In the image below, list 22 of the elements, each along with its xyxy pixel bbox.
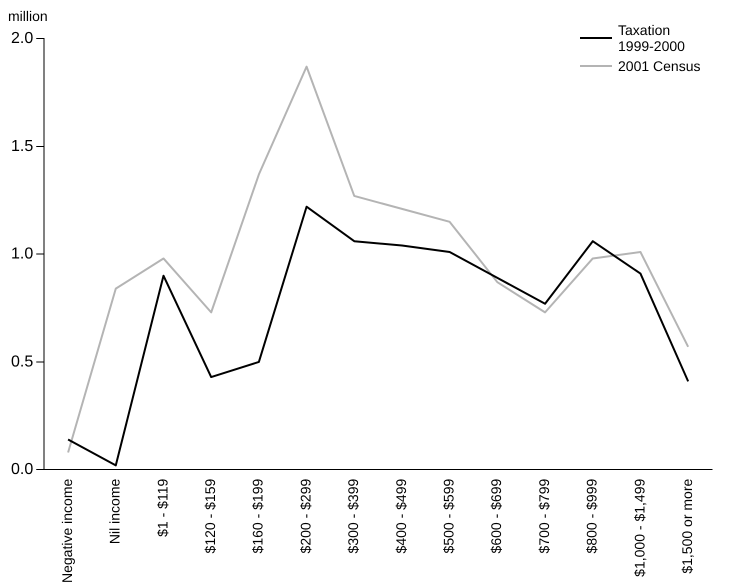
- y-axis-title: million: [8, 8, 48, 24]
- x-tick-label: $800 - $999: [584, 478, 600, 554]
- x-tick-label: $300 - $399: [345, 478, 362, 554]
- x-tick-label: $120 - $159: [202, 478, 218, 554]
- y-tick-label: 2.0: [10, 30, 34, 48]
- x-tick-label: $1,500 or more: [679, 478, 696, 574]
- x-tick-label: $1,000 - $1,499: [631, 478, 648, 577]
- x-tick-label: $200 - $299: [297, 478, 314, 554]
- x-tick-label: $700 - $799: [536, 478, 552, 554]
- x-tick-label: $1 - $119: [154, 478, 170, 537]
- legend-label: Taxation 1999-2000: [618, 22, 686, 54]
- x-tick-label: $160 - $199: [250, 478, 266, 554]
- x-tick-label: Negative income: [58, 478, 75, 584]
- y-tick-label: 1.5: [10, 138, 34, 155]
- x-tick-label: $600 - $699: [488, 478, 504, 554]
- y-tick-label: 0.0: [10, 461, 34, 478]
- x-tick-label: $500 - $599: [440, 478, 457, 554]
- legend-label: 2001 Census: [618, 58, 702, 74]
- y-tick-label: 1.0: [10, 246, 34, 263]
- x-tick-label: $400 - $499: [392, 478, 409, 554]
- x-tick-label: Nil income: [106, 478, 123, 544]
- y-tick-label: 0.5: [10, 353, 34, 370]
